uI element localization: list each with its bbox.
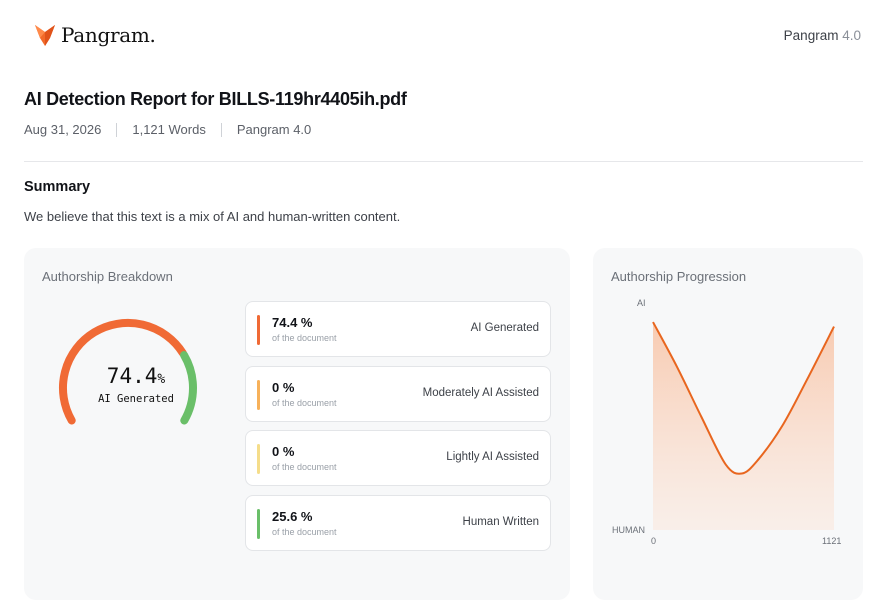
stat-lightly-ai-assisted: 0 % of the document Lightly AI Assisted	[245, 430, 551, 486]
stat-moderately-ai-assisted: 0 % of the document Moderately AI Assist…	[245, 365, 551, 422]
stat-value: 0 %	[272, 444, 295, 459]
version-number: 4.0	[842, 28, 861, 43]
summary-text: We believe that this text is a mix of AI…	[24, 209, 401, 224]
report-date: Aug 31, 2026	[24, 122, 102, 137]
ai-gauge	[58, 318, 197, 425]
pangram-logo-icon	[35, 25, 55, 46]
stat-value: 25.6 %	[272, 508, 313, 524]
gauge-value: 74.4%	[66, 364, 206, 388]
y-axis-top-label: AI	[637, 298, 646, 308]
gauge-ai-arc	[58, 318, 187, 425]
stat-subtext: of the document	[272, 462, 337, 472]
breakdown-title: Authorship Breakdown	[42, 269, 173, 284]
stat-label: AI Generated	[470, 322, 539, 334]
meta-separator	[116, 122, 118, 137]
progression-title: Authorship Progression	[611, 269, 747, 284]
section-divider	[24, 161, 863, 162]
stat-color-bar	[257, 508, 260, 539]
stat-label: Human Written	[462, 515, 539, 528]
x-axis-min-label: 0	[651, 536, 657, 546]
report-meta: Aug 31, 2026 1,121 Words Pangram 4.0	[24, 122, 311, 137]
top-bar: Pangram. Pangram 4.0	[0, 0, 877, 72]
meta-separator	[220, 122, 222, 137]
progression-chart	[652, 321, 835, 530]
stat-ai-generated: 74.4 % of the document AI Generated	[245, 301, 551, 357]
stat-human-written: 25.6 % of the document Human Written	[245, 494, 551, 551]
stat-value: 0 %	[272, 379, 295, 395]
stat-subtext: of the document	[272, 526, 337, 537]
stat-color-bar	[257, 315, 260, 345]
gauge-unit: %	[157, 372, 166, 387]
y-axis-bottom-label: HUMAN	[612, 525, 645, 535]
report-model: Pangram 4.0	[236, 122, 312, 137]
brand-logo[interactable]: Pangram.	[34, 22, 156, 48]
report-word-count: 1,121 Words	[132, 122, 206, 137]
gauge-label: AI Generated	[98, 393, 174, 405]
gauge-number: 74.4	[106, 364, 158, 388]
brand-name: Pangram.	[61, 23, 156, 47]
stat-label: Moderately AI Assisted	[422, 386, 539, 399]
stat-color-bar	[257, 444, 260, 474]
progression-line	[652, 321, 835, 475]
progression-area	[653, 322, 834, 530]
x-axis-max-label: 1121	[822, 536, 842, 546]
breakdown-list: 74.4 % of the document AI Generated 0 % …	[245, 301, 551, 559]
authorship-breakdown-card: Authorship Breakdown 74.4% AI Generated …	[24, 248, 570, 600]
stat-color-bar	[257, 379, 260, 410]
report-title: AI Detection Report for BILLS-119hr4405i…	[24, 89, 407, 109]
stat-label: Lightly AI Assisted	[446, 451, 539, 463]
version-name: Pangram	[783, 28, 839, 43]
stat-subtext: of the document	[272, 397, 337, 408]
authorship-progression-card: Authorship Progression AI HUMAN 0 1121	[593, 248, 863, 600]
stat-value: 74.4 %	[272, 315, 313, 330]
version-indicator: Pangram 4.0	[784, 28, 861, 43]
stat-subtext: of the document	[272, 333, 337, 343]
gauge-human-arc	[180, 351, 197, 425]
summary-heading: Summary	[24, 179, 91, 195]
